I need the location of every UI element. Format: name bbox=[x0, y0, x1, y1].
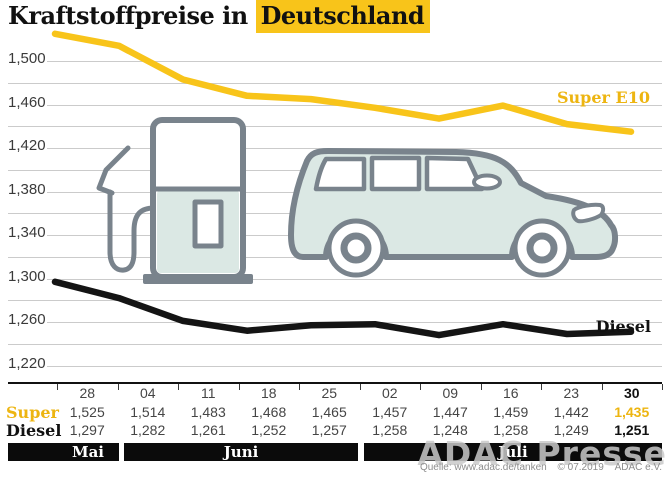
diesel-price-cell: 1,261 bbox=[190, 422, 226, 438]
date-cell: 18 bbox=[260, 385, 277, 401]
gridline-major bbox=[47, 191, 662, 193]
diesel-price-cell-current: 1,251 bbox=[614, 422, 650, 438]
super-price-cell: 1,514 bbox=[130, 404, 166, 420]
date-cell: 11 bbox=[200, 385, 216, 401]
date-row: 28 04 11 18 25 02 09 16 23 30 bbox=[57, 386, 662, 401]
organization-text: ADAC e.V. bbox=[614, 462, 662, 473]
axis-tick bbox=[480, 384, 482, 390]
diesel-price-cell: 1,282 bbox=[130, 422, 166, 438]
date-cell: 16 bbox=[502, 385, 519, 401]
diesel-series-label: Diesel bbox=[595, 317, 651, 336]
y-axis-label: 1,300 bbox=[8, 268, 46, 285]
super-price-cell: 1,465 bbox=[311, 404, 347, 420]
gridline-major bbox=[47, 365, 662, 367]
super-price-cell: 1,459 bbox=[493, 404, 529, 420]
gridline-minor bbox=[8, 213, 662, 215]
super-price-cell: 1,442 bbox=[553, 404, 589, 420]
y-axis-label: 1,380 bbox=[8, 181, 46, 198]
date-cell: 09 bbox=[442, 385, 459, 401]
y-axis-label: 1,420 bbox=[8, 137, 46, 154]
axis-tick bbox=[359, 384, 361, 390]
diesel-price-cell: 1,252 bbox=[251, 422, 287, 438]
axis-tick bbox=[662, 384, 663, 390]
y-axis-label: 1,260 bbox=[8, 311, 46, 328]
y-axis-label: 1,220 bbox=[8, 355, 46, 372]
source-line: Quelle: www.adac.de/tanken © 07.2019 ADA… bbox=[420, 462, 662, 473]
super-price-cell: 1,525 bbox=[69, 404, 105, 420]
axis-tick bbox=[541, 384, 542, 390]
y-axis-label: 1,460 bbox=[8, 94, 46, 111]
date-cell: 23 bbox=[563, 385, 580, 401]
diesel-price-row: 1,297 1,282 1,261 1,252 1,257 1,258 1,24… bbox=[57, 423, 662, 438]
fuel-pump-icon bbox=[96, 117, 253, 284]
gridline-major bbox=[47, 235, 662, 236]
date-cell: 02 bbox=[381, 385, 398, 401]
y-axis-label: 1,340 bbox=[8, 224, 46, 241]
super-price-cell-current: 1,435 bbox=[614, 404, 650, 420]
date-cell: 25 bbox=[321, 385, 338, 401]
gridline-minor bbox=[8, 256, 662, 258]
gridline-minor bbox=[8, 126, 662, 128]
month-band-mai: Mai bbox=[8, 443, 119, 461]
month-band-juni: Juni bbox=[124, 443, 358, 461]
diesel-price-cell: 1,248 bbox=[432, 422, 468, 438]
diesel-price-cell: 1,258 bbox=[493, 422, 529, 438]
axis-tick bbox=[178, 384, 179, 390]
axis-tick bbox=[57, 384, 58, 390]
diesel-price-cell: 1,257 bbox=[311, 422, 347, 438]
gridline-minor bbox=[8, 169, 662, 171]
page-title: Kraftstoffpreise in Deutschland bbox=[8, 0, 431, 33]
gridline-major bbox=[47, 148, 662, 149]
gridline-major bbox=[47, 278, 662, 280]
axis-tick bbox=[238, 384, 240, 390]
gridline-major bbox=[47, 322, 662, 323]
copyright-text: © 07.2019 bbox=[557, 462, 604, 473]
gridline-minor bbox=[8, 343, 662, 345]
axis-tick bbox=[299, 384, 300, 390]
date-cell-current: 30 bbox=[623, 385, 640, 401]
title-text: Kraftstoffpreise in bbox=[8, 1, 248, 30]
x-axis-line bbox=[8, 382, 662, 384]
super-price-cell: 1,468 bbox=[251, 404, 287, 420]
super-price-cell: 1,483 bbox=[190, 404, 226, 420]
diesel-price-cell: 1,297 bbox=[69, 422, 105, 438]
gridline-minor bbox=[8, 300, 662, 302]
date-cell: 04 bbox=[139, 385, 156, 401]
diesel-price-cell: 1,249 bbox=[553, 422, 589, 438]
month-band-juli: Juli bbox=[364, 443, 662, 461]
diesel-price-cell: 1,258 bbox=[372, 422, 408, 438]
diesel-row-label: Diesel bbox=[6, 421, 62, 440]
gridline-major bbox=[47, 61, 662, 62]
date-cell: 28 bbox=[79, 385, 96, 401]
super-price-row: 1,525 1,514 1,483 1,468 1,465 1,457 1,44… bbox=[57, 405, 662, 420]
axis-tick bbox=[420, 384, 421, 390]
gridline-minor bbox=[8, 82, 662, 84]
y-axis-label: 1,500 bbox=[8, 50, 46, 67]
axis-tick bbox=[601, 384, 603, 390]
super-price-cell: 1,457 bbox=[372, 404, 408, 420]
title-highlight: Deutschland bbox=[255, 0, 431, 33]
super-row-label: Super bbox=[6, 403, 59, 422]
adac-presse-watermark: ADAC Presse bbox=[417, 434, 667, 473]
super-price-cell: 1,447 bbox=[432, 404, 468, 420]
source-text: Quelle: www.adac.de/tanken bbox=[419, 462, 547, 473]
axis-tick bbox=[117, 384, 119, 390]
diesel-line bbox=[51, 278, 635, 339]
super-e10-series-label: Super E10 bbox=[556, 88, 650, 107]
